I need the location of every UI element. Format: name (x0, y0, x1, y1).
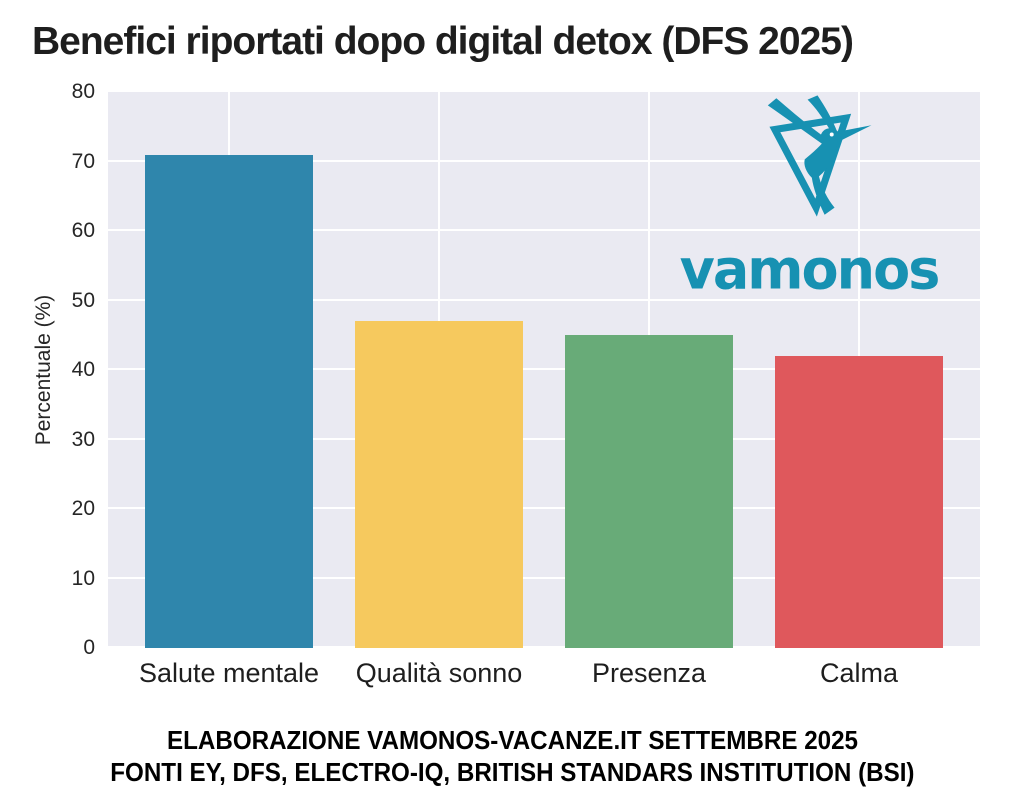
y-tick-label: 40 (71, 358, 95, 381)
y-tick-label: 70 (71, 149, 95, 173)
bar (145, 154, 313, 648)
category-slot (754, 92, 964, 648)
h-gridline (108, 159, 980, 162)
brand-wordmark: vamonos (679, 237, 941, 302)
h-gridline (108, 507, 980, 509)
y-tick-label: 60 (71, 219, 95, 242)
h-gridline (108, 298, 980, 301)
bar (355, 321, 523, 648)
h-gridline (108, 368, 980, 370)
hummingbird-logo-icon (767, 95, 872, 217)
x-tick-label: Qualità sonno (355, 658, 523, 688)
bar (565, 335, 733, 648)
category-slot (544, 92, 754, 648)
x-tick-label: Presenza (591, 658, 707, 688)
y-tick-label: 0 (83, 636, 95, 659)
h-gridline (108, 437, 980, 440)
y-tick-label: 50 (71, 288, 95, 312)
bars-container (108, 92, 980, 648)
h-gridline (108, 229, 980, 231)
x-axis: Salute mentale Qualità sonno Presenza Calma (108, 658, 980, 689)
category-slot (124, 92, 334, 648)
y-axis: 0 10 20 30 40 50 60 70 80 (0, 80, 95, 659)
x-tick-label: Calma (819, 658, 899, 688)
gridlines (108, 92, 980, 648)
h-gridline (108, 646, 980, 648)
footer-attribution: ELABORAZIONE VAMONOS-VACANZE.IT SETTEMBR… (166, 725, 858, 755)
y-tick-label: 20 (71, 497, 95, 520)
category-slot (334, 92, 544, 648)
y-tick-label: 10 (71, 566, 95, 590)
y-tick-label: 30 (71, 427, 95, 451)
plot-area (108, 92, 980, 648)
brand-logo: vamonos (678, 94, 941, 302)
bar (775, 356, 943, 648)
y-tick-label: 80 (71, 80, 95, 103)
h-gridline (108, 576, 980, 579)
footer: ELABORAZIONE VAMONOS-VACANZE.IT SETTEMBR… (0, 724, 1024, 788)
x-tick-label: Salute mentale (138, 658, 320, 688)
chart-title: Benefici riportati dopo digital detox (D… (32, 20, 854, 63)
footer-sources: FONTI EY, DFS, ELECTRO-IQ, BRITISH STAND… (109, 757, 915, 787)
